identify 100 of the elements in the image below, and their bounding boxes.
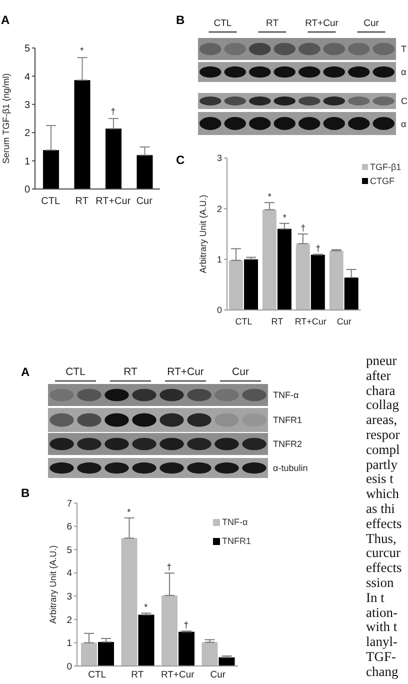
y-tick-label: 1 bbox=[66, 638, 72, 650]
category-label: Cur bbox=[232, 366, 249, 378]
y-tick-label: 3 bbox=[66, 592, 72, 603]
y-tick-label: 4 bbox=[24, 72, 30, 83]
category-label: TNFR2 bbox=[273, 439, 302, 449]
y-axis-title: Arbitrary Unit (A.U.) bbox=[198, 194, 208, 274]
text: pneur bbox=[366, 353, 397, 368]
bar bbox=[277, 228, 292, 310]
y-tick-label: 7 bbox=[66, 498, 72, 510]
category-label: RT bbox=[124, 366, 138, 378]
text: as thi bbox=[366, 501, 395, 516]
bar bbox=[296, 244, 310, 310]
x-tick-label: CTL bbox=[41, 196, 60, 208]
bar bbox=[106, 128, 122, 189]
y-tick-label: 5 bbox=[66, 544, 72, 556]
category-label: RT bbox=[266, 18, 278, 29]
text: collag bbox=[366, 397, 399, 412]
y-tick-label: 6 bbox=[66, 522, 72, 533]
y-tick-label: 2 bbox=[24, 128, 30, 140]
y-tick-label: 0 bbox=[24, 184, 30, 196]
bar bbox=[344, 278, 358, 310]
bar bbox=[178, 632, 194, 666]
text: after bbox=[366, 368, 391, 383]
annotation: † bbox=[300, 223, 306, 233]
text: with t bbox=[366, 619, 398, 634]
bar bbox=[162, 595, 178, 666]
text: ssion bbox=[366, 575, 394, 590]
annotation: * bbox=[127, 506, 132, 517]
annotation: † bbox=[110, 106, 116, 116]
category-label: TNFR1 bbox=[273, 415, 302, 425]
text: compl bbox=[366, 442, 400, 457]
x-tick-label: RT+Cur bbox=[160, 670, 194, 681]
annotation: * bbox=[144, 602, 148, 612]
x-tick-label: RT+Cur bbox=[294, 316, 326, 326]
text: ation- bbox=[366, 604, 398, 620]
bar bbox=[81, 642, 97, 666]
bar bbox=[202, 642, 218, 666]
bar bbox=[329, 250, 344, 310]
chart-title: A bbox=[1, 13, 10, 27]
text: esis t bbox=[366, 471, 394, 486]
bar bbox=[262, 210, 276, 310]
annotation: * bbox=[80, 46, 84, 56]
chart-title: B bbox=[21, 486, 30, 500]
y-tick-label: 1 bbox=[24, 156, 30, 168]
annotation: † bbox=[184, 620, 189, 630]
bar bbox=[121, 538, 138, 666]
text: curcur bbox=[366, 545, 400, 560]
bar bbox=[74, 80, 90, 189]
x-tick-label: RT bbox=[75, 196, 88, 208]
legend-label: CTGF bbox=[370, 175, 394, 188]
text: respor bbox=[366, 427, 400, 442]
y-axis-title: Arbitrary Unit (A.U.) bbox=[48, 545, 58, 624]
y-tick-label: 3 bbox=[24, 100, 30, 111]
category-label: α bbox=[401, 118, 406, 128]
bar bbox=[43, 150, 59, 189]
category-label: TNF-α bbox=[273, 390, 299, 400]
chart-title: C bbox=[176, 153, 185, 167]
category-label: α-tubulin bbox=[273, 463, 308, 473]
text: Thus, bbox=[366, 530, 396, 546]
bar bbox=[244, 259, 258, 310]
text: partly bbox=[366, 456, 398, 472]
annotation: † bbox=[166, 562, 172, 572]
text: B bbox=[176, 13, 185, 27]
bar bbox=[136, 155, 153, 189]
y-tick-label: 0 bbox=[216, 305, 222, 316]
annotation: * bbox=[268, 192, 272, 202]
text: chang bbox=[366, 664, 398, 679]
bar bbox=[98, 642, 114, 666]
legend-label: TGF-β1 bbox=[370, 161, 402, 174]
x-tick-label: RT+Cur bbox=[96, 196, 132, 208]
y-axis-title: Serum TGF-β1 (ng/ml) bbox=[1, 73, 11, 164]
x-tick-label: CTL bbox=[88, 670, 106, 681]
x-tick-label: CTL bbox=[235, 316, 252, 326]
category-label: RT+Cur bbox=[305, 18, 338, 29]
category-label: C bbox=[401, 96, 408, 106]
bar bbox=[138, 614, 154, 666]
category-label: Cur bbox=[364, 18, 379, 29]
text: TGF- bbox=[366, 649, 396, 664]
y-tick-label: 3 bbox=[216, 153, 222, 164]
category-label: T bbox=[401, 44, 406, 54]
y-tick-label: 2 bbox=[66, 614, 72, 626]
text: which bbox=[366, 486, 399, 502]
y-tick-label: 4 bbox=[66, 568, 72, 580]
text: areas, bbox=[366, 412, 398, 428]
x-tick-label: Cur bbox=[136, 196, 154, 208]
legend-label: TNF-α bbox=[222, 516, 248, 529]
annotation: † bbox=[316, 243, 321, 254]
x-tick-label: Cur bbox=[210, 670, 226, 681]
y-tick-label: 2 bbox=[216, 204, 222, 214]
y-tick-label: 1 bbox=[216, 254, 222, 265]
x-tick-label: Cur bbox=[336, 316, 352, 326]
category-label: CTL bbox=[214, 18, 232, 29]
text: effects bbox=[366, 560, 402, 576]
text: In t bbox=[366, 590, 384, 605]
category-label: CTL bbox=[66, 366, 86, 378]
legend-label: TNFR1 bbox=[222, 535, 251, 548]
y-tick-label: 0 bbox=[66, 661, 72, 672]
annotation: * bbox=[282, 212, 287, 222]
text: effects bbox=[366, 516, 402, 531]
category-label: α bbox=[401, 67, 406, 77]
